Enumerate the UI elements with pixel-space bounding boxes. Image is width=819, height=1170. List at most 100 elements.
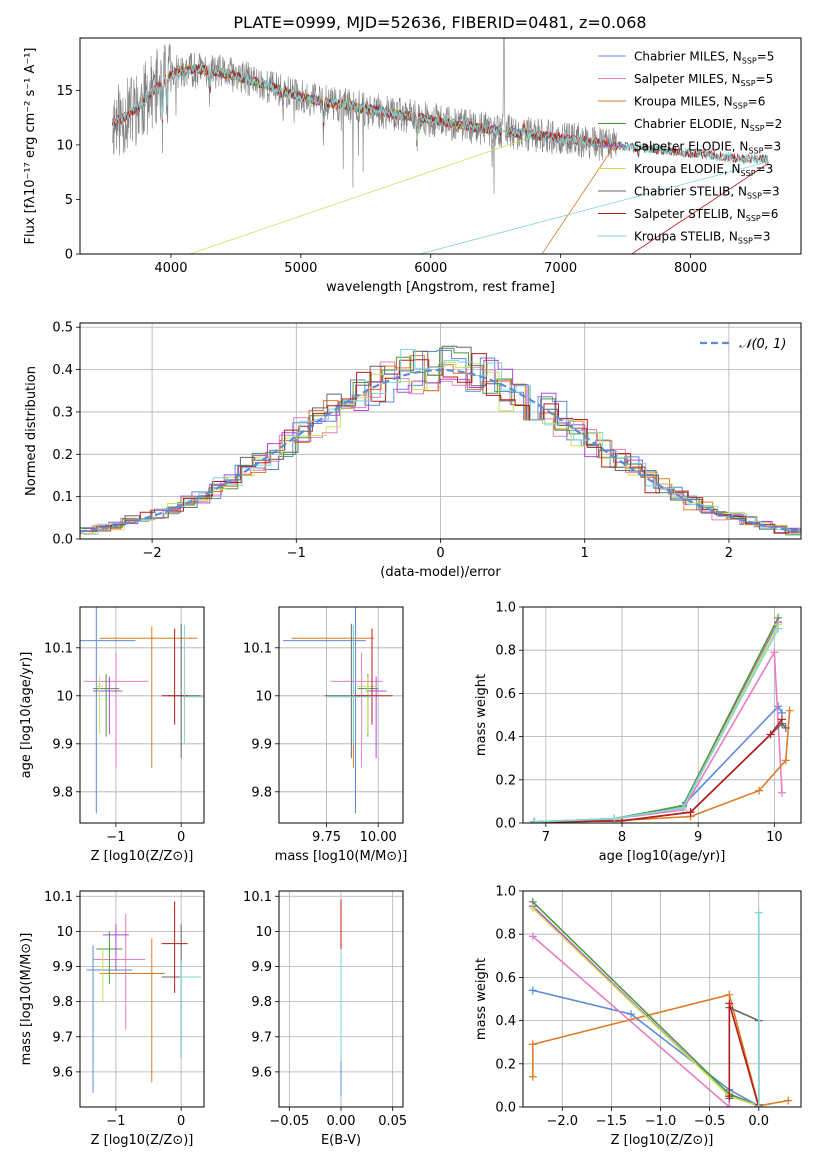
mass-weight-marker: [755, 786, 764, 795]
y-tick-label: 0.4: [495, 1014, 516, 1029]
error-bar-point: [161, 901, 188, 993]
x-tick-label: 2: [725, 546, 733, 561]
mass-weight-marker: [725, 1103, 734, 1107]
axes-frame: [522, 890, 802, 1108]
panel-weight_vs_Z: −2.0 −1.5 −1.0 −0.5 0.0 0.0 0.2 0.4 0.6 0.8 1.0 Z […: [474, 885, 802, 1148]
x-tick-label: 9.75: [312, 830, 341, 845]
legend-label: Salpeter STELIB, NSSP=6: [634, 207, 778, 223]
x-tick-label: 0.05: [378, 1114, 407, 1129]
y-tick-label: 0.2: [495, 1057, 516, 1072]
x-tick-label: −1.0: [645, 1114, 677, 1129]
y-tick-label: 9.8: [251, 995, 272, 1010]
plot-area: [80, 607, 204, 814]
mass-weight-marker: [528, 1040, 537, 1049]
mass-weight-marker: [627, 1010, 636, 1019]
mass-weight-marker: [530, 817, 539, 823]
mass-weight-marker: [777, 715, 786, 724]
axes-frame: [522, 606, 802, 824]
panel-age_vs_mass: 9.75 10.00 9.8 9.9 10 10.1 mass [log10(M/M⊙)]: [243, 606, 407, 864]
y-tick-label: 10: [56, 689, 73, 704]
mass-weight-marker: [686, 808, 695, 817]
x-axis-label: Z [log10(Z/Z⊙)]: [91, 1133, 194, 1148]
legend-label: Chabrier MILES, NSSP=5: [634, 50, 774, 66]
error-bar-point: [183, 624, 204, 745]
y-axis-label: age [log10(age/yr)]: [19, 652, 34, 779]
error-bar-point: [99, 948, 107, 1002]
y-tick-label: 0.2: [52, 448, 73, 463]
y-tick-label: 0.3: [52, 405, 73, 420]
error-bar-point: [351, 628, 393, 725]
panel-mass_vs_Z: −1 0 9.6 9.7 9.8 9.9 10 10.1 Z [log10(Z/Z⊙)] mass…: [19, 890, 205, 1148]
y-tick-label: 10: [56, 138, 73, 153]
plot-area: [530, 613, 794, 823]
panel-weight_vs_age: 7 8 9 10 0.0 0.2 0.4 0.6 0.8 1.0 age [log10(age/yr…: [474, 601, 802, 864]
error-bar-point: [357, 676, 379, 735]
panel-age_vs_Z: −1 0 9.8 9.9 10 10.1 Z [log10(Z/Z⊙)] age [log10…: [19, 606, 205, 864]
error-bar-point: [283, 607, 366, 814]
legend-label: Kroupa STELIB, NSSP=3: [634, 230, 771, 246]
x-tick-label: 7000: [544, 261, 577, 276]
mass-weight-marker: [770, 648, 779, 657]
error-bar-point: [93, 913, 146, 1030]
error-bar-point: [93, 674, 120, 737]
x-tick-label: −1: [106, 1114, 125, 1129]
x-tick-label: 6000: [414, 261, 447, 276]
x-tick-label: 0: [436, 546, 444, 561]
x-tick-label: −0.05: [269, 1114, 309, 1129]
residual-histogram-line: [80, 359, 801, 532]
plot-area: [86, 901, 201, 1093]
y-tick-label: 15: [56, 84, 73, 99]
y-tick-label: 5: [65, 193, 73, 208]
y-tick-label: 9.6: [52, 1065, 73, 1080]
legend-label: Chabrier ELODIE, NSSP=2: [634, 117, 782, 133]
x-tick-label: 10: [766, 830, 783, 845]
plot-area: [112, 38, 769, 254]
y-tick-label: 9.8: [251, 785, 272, 800]
y-tick-label: 9.7: [52, 1030, 73, 1045]
y-axis-label: mass [log10(M/M⊙)]: [19, 933, 34, 1066]
x-tick-label: 9: [694, 830, 702, 845]
mass-weight-marker: [528, 932, 537, 941]
x-tick-label: −1: [287, 546, 306, 561]
mass-weight-marker: [678, 803, 687, 812]
model-spectrum-line: [112, 63, 769, 254]
y-axis-label: Normed distribution: [24, 366, 39, 496]
x-tick-label: 8000: [674, 261, 707, 276]
plot-area: [528, 897, 793, 1107]
x-tick-label: −1: [106, 830, 125, 845]
y-tick-label: 9.9: [251, 960, 272, 975]
y-axis-label: Flux [fλ10⁻¹⁷ erg cm⁻² s⁻¹ A⁻¹]: [23, 48, 38, 245]
mass-weight-marker: [754, 1103, 763, 1107]
error-bar-point: [83, 652, 149, 768]
y-tick-label: 0.5: [52, 321, 73, 336]
mass-weight-marker: [754, 908, 763, 917]
x-tick-label: −0.5: [694, 1114, 726, 1129]
mass-weight-marker: [784, 1096, 793, 1105]
y-tick-label: 10: [56, 925, 73, 940]
legend-label: Kroupa ELODIE, NSSP=3: [634, 162, 773, 178]
x-tick-label: −1.5: [596, 1114, 628, 1129]
y-tick-label: 0.8: [495, 928, 516, 943]
y-tick-label: 0.0: [495, 1101, 516, 1116]
y-tick-label: 0.0: [52, 533, 73, 548]
y-tick-label: 9.6: [251, 1065, 272, 1080]
y-tick-label: 0.4: [52, 363, 73, 378]
mass-weight-marker: [528, 904, 537, 913]
y-tick-label: 10: [255, 925, 272, 940]
error-bar-point: [330, 652, 383, 768]
y-tick-label: 0.6: [495, 687, 516, 702]
mass-weight-line: [534, 628, 779, 823]
axes-frame: [79, 606, 205, 824]
legend-label: Salpeter MILES, NSSP=5: [634, 72, 773, 88]
y-tick-label: 9.9: [251, 737, 272, 752]
y-tick-label: 10.1: [44, 641, 73, 656]
y-tick-label: 10.1: [44, 890, 73, 905]
residual-histogram-line: [80, 355, 800, 535]
x-tick-label: 7: [542, 830, 550, 845]
legend-label: Chabrier STELIB, NSSP=3: [634, 185, 780, 201]
legend-label: 𝒩(0, 1): [739, 337, 786, 352]
y-tick-label: 10.1: [243, 641, 272, 656]
y-axis-label: mass weight: [474, 958, 489, 1040]
mass-weight-marker: [785, 706, 794, 715]
